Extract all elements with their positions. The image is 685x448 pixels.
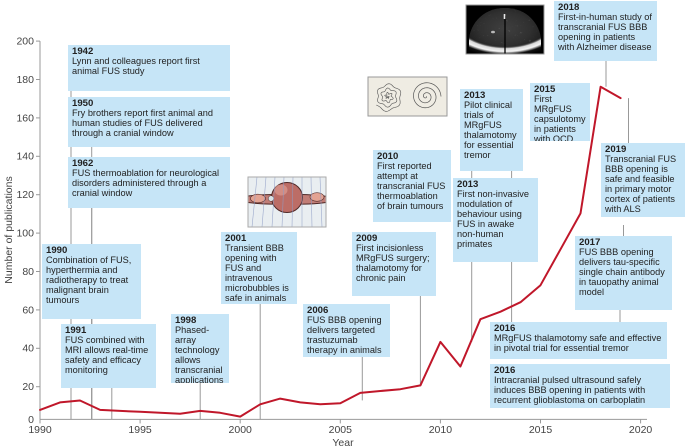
svg-text:2005: 2005 <box>329 424 353 436</box>
svg-text:2015: 2015 <box>529 424 553 436</box>
svg-text:160: 160 <box>16 112 34 124</box>
svg-text:Number of publications: Number of publications <box>3 176 15 283</box>
svg-text:1995: 1995 <box>128 424 152 436</box>
svg-text:2010: 2010 <box>429 424 453 436</box>
svg-text:180: 180 <box>16 74 34 86</box>
svg-text:40: 40 <box>22 343 34 355</box>
svg-text:2000: 2000 <box>229 424 253 436</box>
svg-text:Year: Year <box>332 437 354 448</box>
svg-text:20: 20 <box>22 381 34 393</box>
svg-text:140: 140 <box>16 151 34 163</box>
svg-text:100: 100 <box>16 228 34 240</box>
svg-text:60: 60 <box>22 304 34 316</box>
svg-text:120: 120 <box>16 189 34 201</box>
svg-text:1990: 1990 <box>28 424 52 436</box>
svg-text:80: 80 <box>22 266 34 278</box>
svg-text:200: 200 <box>16 36 34 48</box>
svg-text:2020: 2020 <box>629 424 653 436</box>
